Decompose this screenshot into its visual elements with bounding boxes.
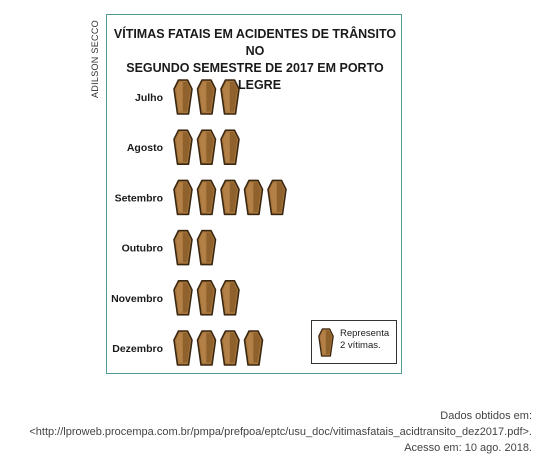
coffin-icon <box>196 129 217 165</box>
source-line-1: Dados obtidos em: <box>440 410 532 422</box>
coffin-icon <box>173 279 193 316</box>
coffin-icon <box>220 179 240 216</box>
coffin-icon-half <box>243 79 252 115</box>
coffin-icon <box>220 330 240 366</box>
chart-legend: Representa 2 vítimas. <box>311 320 397 364</box>
category-label: Outubro <box>122 243 163 255</box>
legend-coffin-icon <box>318 328 334 357</box>
row-outubro: Outubro <box>122 229 228 266</box>
coffin-icon-half <box>290 179 299 216</box>
coffin-icon <box>196 179 217 216</box>
source-url: <http://lproweb.procempa.com.br/pmpa/pre… <box>29 426 532 438</box>
chart-title-line-2: SEGUNDO SEMESTRE DE 2017 EM PORTO ALEGRE <box>126 61 384 92</box>
coffin-icon <box>173 330 193 366</box>
coffin-icon <box>243 330 264 366</box>
coffin-icon <box>220 279 240 316</box>
coffin-icon <box>220 79 240 115</box>
coffin-icon <box>220 129 240 165</box>
coffin-icon <box>196 229 217 266</box>
photo-credit: ADILSON SECCO <box>90 20 100 98</box>
coffin-icon-half <box>220 229 228 266</box>
row-dezembro: Dezembro <box>112 330 264 366</box>
coffin-icon <box>196 330 217 366</box>
data-source: Dados obtidos em: <http://lproweb.procem… <box>29 408 532 456</box>
coffin-icon <box>267 179 287 216</box>
category-label: Novembro <box>111 293 163 305</box>
chart-title: VÍTIMAS FATAIS EM ACIDENTES DE TRÂNSITO … <box>107 26 403 94</box>
coffin-icon <box>173 179 193 216</box>
coffin-icon <box>196 79 217 115</box>
category-label: Julho <box>135 92 163 104</box>
row-novembro: Novembro <box>111 279 240 316</box>
pictograph-area: Julho Agosto Setembro Outubro Novembro Dezemb… <box>111 79 299 366</box>
category-label: Setembro <box>115 192 163 204</box>
legend-text-line-1: Representa <box>340 328 390 339</box>
chart-title-line-1: VÍTIMAS FATAIS EM ACIDENTES DE TRÂNSITO … <box>113 27 397 58</box>
category-label: Agosto <box>127 142 163 154</box>
row-setembro: Setembro <box>115 179 299 216</box>
category-label: Dezembro <box>112 343 163 355</box>
row-julho: Julho <box>135 79 252 115</box>
legend-text-line-2: 2 vítimas. <box>340 340 381 351</box>
coffin-icon <box>173 79 193 115</box>
coffin-icon <box>173 129 193 165</box>
chart-frame: VÍTIMAS FATAIS EM ACIDENTES DE TRÂNSITO … <box>106 14 402 374</box>
legend-text: Representa 2 vítimas. <box>340 328 396 352</box>
row-agosto: Agosto <box>127 129 240 165</box>
coffin-icon <box>243 179 264 216</box>
source-access-date: Acesso em: 10 ago. 2018. <box>404 442 532 454</box>
coffin-icon <box>173 229 193 266</box>
coffin-icon <box>196 279 217 316</box>
